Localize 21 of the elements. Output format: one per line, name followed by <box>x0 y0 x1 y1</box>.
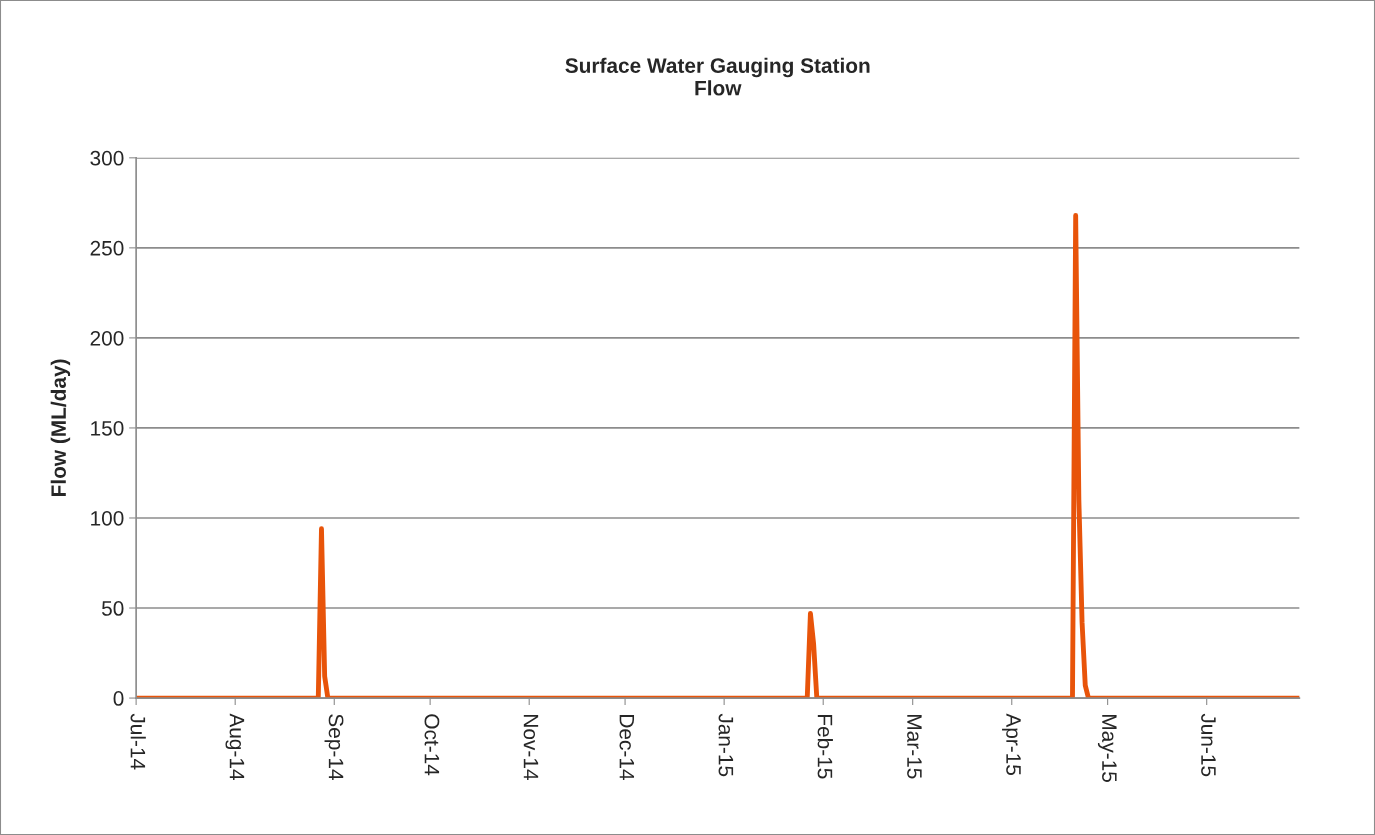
x-tick-label: Jan-15 <box>718 713 734 777</box>
x-tick-label: Feb-15 <box>817 715 833 779</box>
x-tick-label: Apr-15 <box>1002 713 1021 775</box>
x-tick-label: Mar-15 <box>907 715 922 779</box>
y-tick-label: 100 <box>91 510 124 526</box>
x-tick-label: Aug-14 <box>225 713 245 780</box>
chart-title: Surface Water Gauging Station Flow <box>565 57 870 96</box>
y-axis-title: Flow (ML/day) <box>50 359 71 496</box>
x-tick-label: May-15 <box>1097 715 1117 782</box>
y-tick-label: 300 <box>90 150 124 166</box>
x-tick-label: Jun-15 <box>1201 713 1216 777</box>
x-tick-label: Oct-14 <box>424 714 440 776</box>
y-tick-label: 200 <box>90 330 124 346</box>
y-tick-label: 0 <box>113 691 124 706</box>
y-tick-label: 150 <box>91 420 124 436</box>
y-tick-label: 50 <box>101 601 124 616</box>
y-tick-label: 250 <box>90 240 124 256</box>
x-tick-label: Sep-14 <box>324 714 344 780</box>
x-tick-label: Nov-14 <box>523 715 539 780</box>
x-tick-label: Jul-14 <box>130 713 146 770</box>
x-tick-label: Dec-14 <box>619 715 635 780</box>
